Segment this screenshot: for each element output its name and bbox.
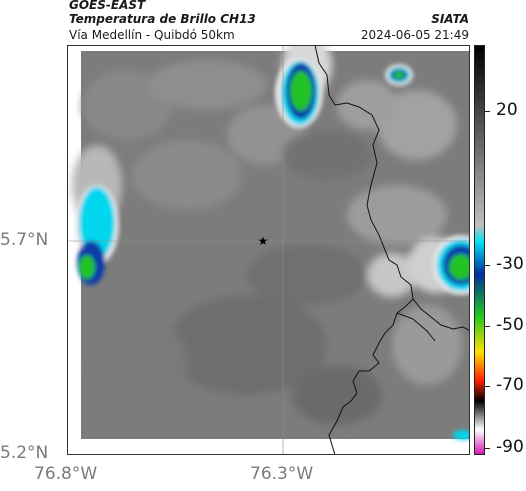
convective-cloud-cells bbox=[75, 58, 470, 440]
colorbar-label-minus-90: -90 bbox=[496, 437, 524, 457]
brightness-temperature-map[interactable]: ★ bbox=[67, 45, 470, 455]
satellite-name: GOES-EAST bbox=[69, 0, 146, 12]
source-label: SIATA bbox=[431, 12, 469, 26]
colorbar-tick bbox=[485, 448, 490, 449]
lat-label-5-7: 5.7°N bbox=[0, 230, 49, 250]
colorbar-label-minus-50: -50 bbox=[496, 315, 524, 335]
lon-label-76-3: 76.3°W bbox=[250, 464, 314, 484]
colorbar-tick bbox=[485, 265, 490, 266]
temperature-colorbar bbox=[474, 45, 485, 455]
colorbar-tick bbox=[485, 111, 490, 112]
colorbar-tick bbox=[485, 326, 490, 327]
lat-label-5-2: 5.2°N bbox=[0, 443, 49, 463]
graticule bbox=[67, 45, 470, 455]
region-subtitle: Vía Medellín - Quibdó 50km bbox=[69, 28, 235, 42]
colorbar-label-minus-30: -30 bbox=[496, 254, 524, 274]
lon-label-76-8: 76.8°W bbox=[34, 464, 98, 484]
colorbar-tick bbox=[485, 386, 490, 387]
colorbar-label-20: 20 bbox=[496, 100, 518, 120]
timestamp: 2024-06-05 21:49 bbox=[360, 28, 469, 42]
satellite-imagery bbox=[72, 45, 470, 440]
country-border bbox=[314, 45, 470, 455]
product-title: Temperatura de Brillo CH13 bbox=[69, 12, 256, 26]
colorbar-label-minus-70: -70 bbox=[496, 375, 524, 395]
location-star-marker[interactable]: ★ bbox=[258, 234, 269, 248]
